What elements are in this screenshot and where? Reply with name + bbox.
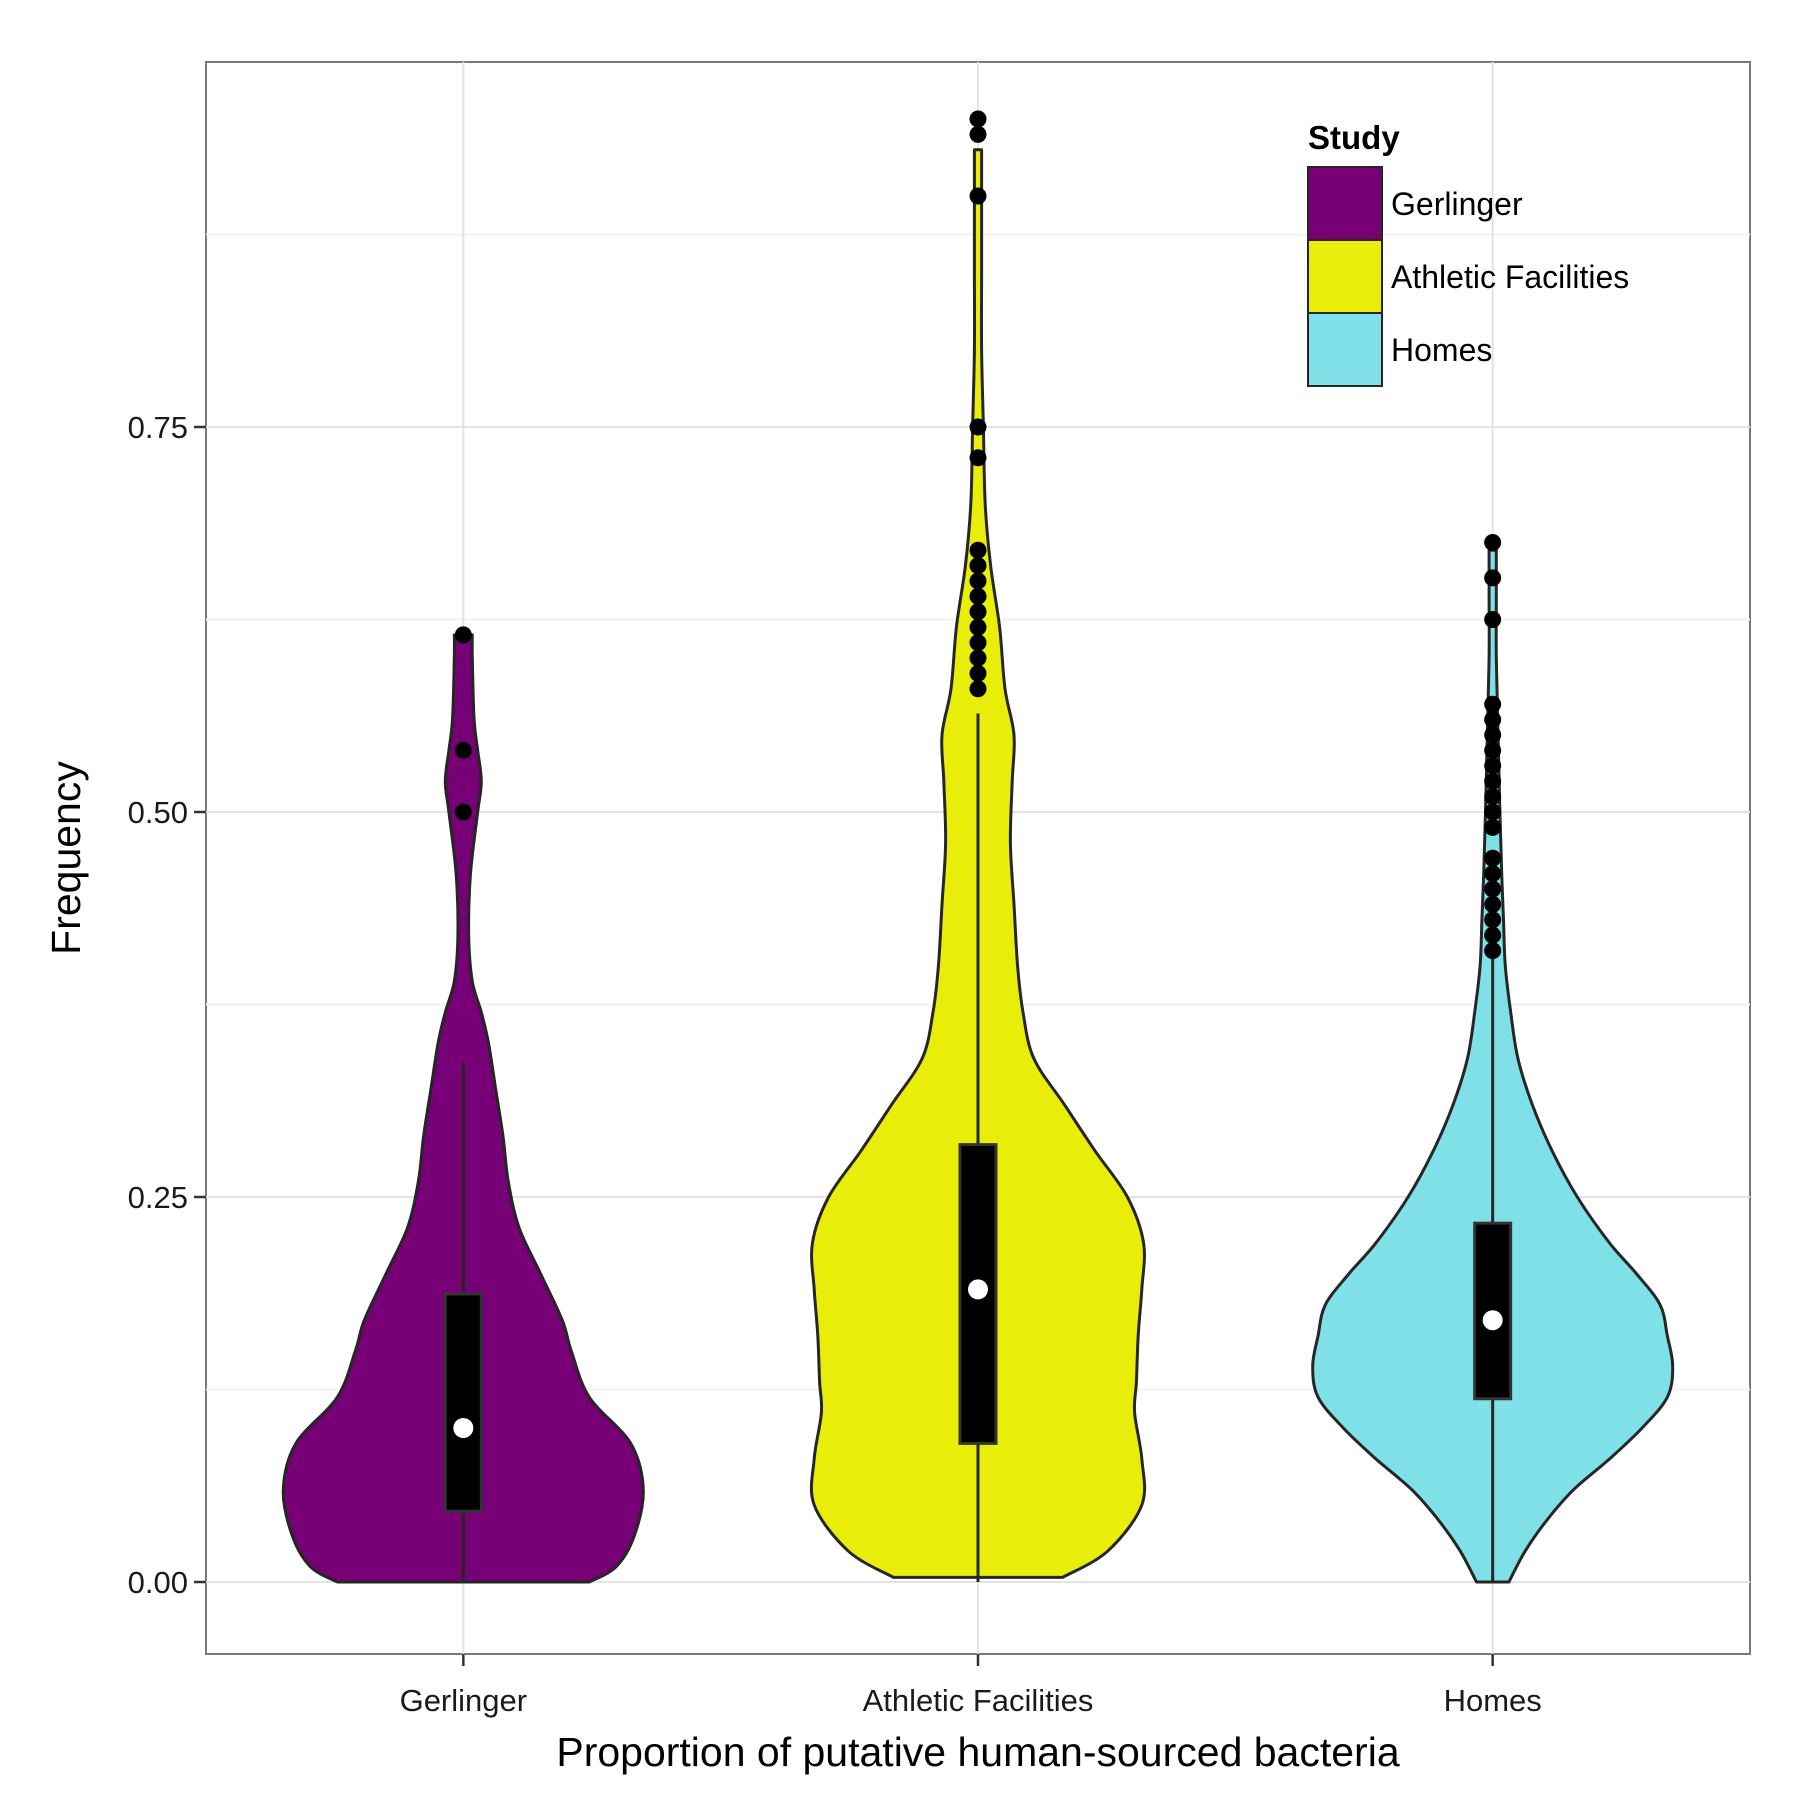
legend-label: Athletic Facilities	[1391, 259, 1629, 295]
legend-key	[1307, 166, 1383, 241]
outlier-point	[969, 187, 987, 205]
outlier-point	[1484, 926, 1502, 944]
legend-title: Study	[1308, 119, 1400, 156]
outlier-point	[969, 418, 987, 436]
legend-key	[1307, 239, 1383, 314]
y-tick-label: 0.50	[128, 795, 188, 830]
outlier-point	[969, 634, 987, 652]
outlier-point	[969, 649, 987, 667]
iqr-box	[443, 1292, 483, 1513]
x-tick-label: Gerlinger	[400, 1683, 528, 1718]
outlier-point	[1484, 895, 1502, 913]
legend-key	[1307, 312, 1383, 387]
outlier-point	[969, 557, 987, 575]
outlier-point	[1484, 534, 1502, 551]
legend-label: Gerlinger	[1391, 186, 1523, 222]
outlier-point	[969, 603, 987, 621]
outlier-point	[969, 664, 987, 682]
outlier-point	[1484, 865, 1502, 883]
x-tick-label: Athletic Facilities	[863, 1683, 1094, 1718]
outlier-point	[1484, 849, 1502, 867]
outlier-point	[454, 803, 472, 821]
outlier-point	[1484, 569, 1502, 587]
outlier-point	[1484, 942, 1502, 960]
violins	[281, 110, 1675, 1584]
outlier-point	[1484, 741, 1502, 759]
x-tick-label: Homes	[1444, 1683, 1542, 1718]
violin-group	[281, 626, 645, 1584]
axes: 0.00 0.25 0.50 0.75 Gerlinger Athletic Facili…	[128, 410, 1542, 1718]
median-point	[453, 1418, 474, 1438]
outlier-point	[1484, 772, 1502, 790]
outlier-point	[454, 626, 472, 644]
outlier-point	[1484, 611, 1502, 628]
violin-group	[1311, 534, 1675, 1584]
legend-label: Homes	[1391, 332, 1492, 368]
outlier-point	[969, 618, 987, 636]
outlier-point	[969, 587, 987, 605]
outlier-point	[969, 110, 987, 128]
legend-item: Homes	[1307, 312, 1492, 387]
outlier-point	[1484, 911, 1502, 929]
legend-item: Athletic Facilities	[1307, 239, 1629, 314]
outlier-point	[1484, 818, 1502, 836]
outlier-point	[1484, 711, 1502, 729]
outlier-point	[1484, 695, 1502, 713]
y-tick-label: 0.75	[128, 410, 188, 445]
outlier-point	[1484, 757, 1502, 775]
median-point	[968, 1279, 988, 1300]
outlier-point	[1484, 880, 1502, 898]
outlier-point	[969, 449, 987, 467]
legend: Study Gerlinger Athletic Facilities Homes	[1307, 119, 1629, 387]
outlier-point	[969, 541, 987, 559]
y-tick-label: 0.25	[128, 1180, 188, 1215]
y-tick-label: 0.00	[128, 1565, 188, 1600]
median-point	[1482, 1310, 1503, 1331]
outlier-point	[969, 572, 987, 590]
violin-group	[809, 110, 1147, 1582]
legend-item: Gerlinger	[1307, 166, 1523, 241]
outlier-point	[969, 680, 987, 698]
outlier-point	[969, 125, 987, 143]
outlier-point	[1484, 803, 1502, 821]
y-axis-title: Frequency	[43, 761, 89, 955]
x-axis-title: Proportion of putative human-sourced bac…	[556, 1729, 1399, 1775]
outlier-point	[1484, 788, 1502, 806]
outlier-point	[454, 741, 472, 759]
outlier-point	[1484, 726, 1502, 744]
